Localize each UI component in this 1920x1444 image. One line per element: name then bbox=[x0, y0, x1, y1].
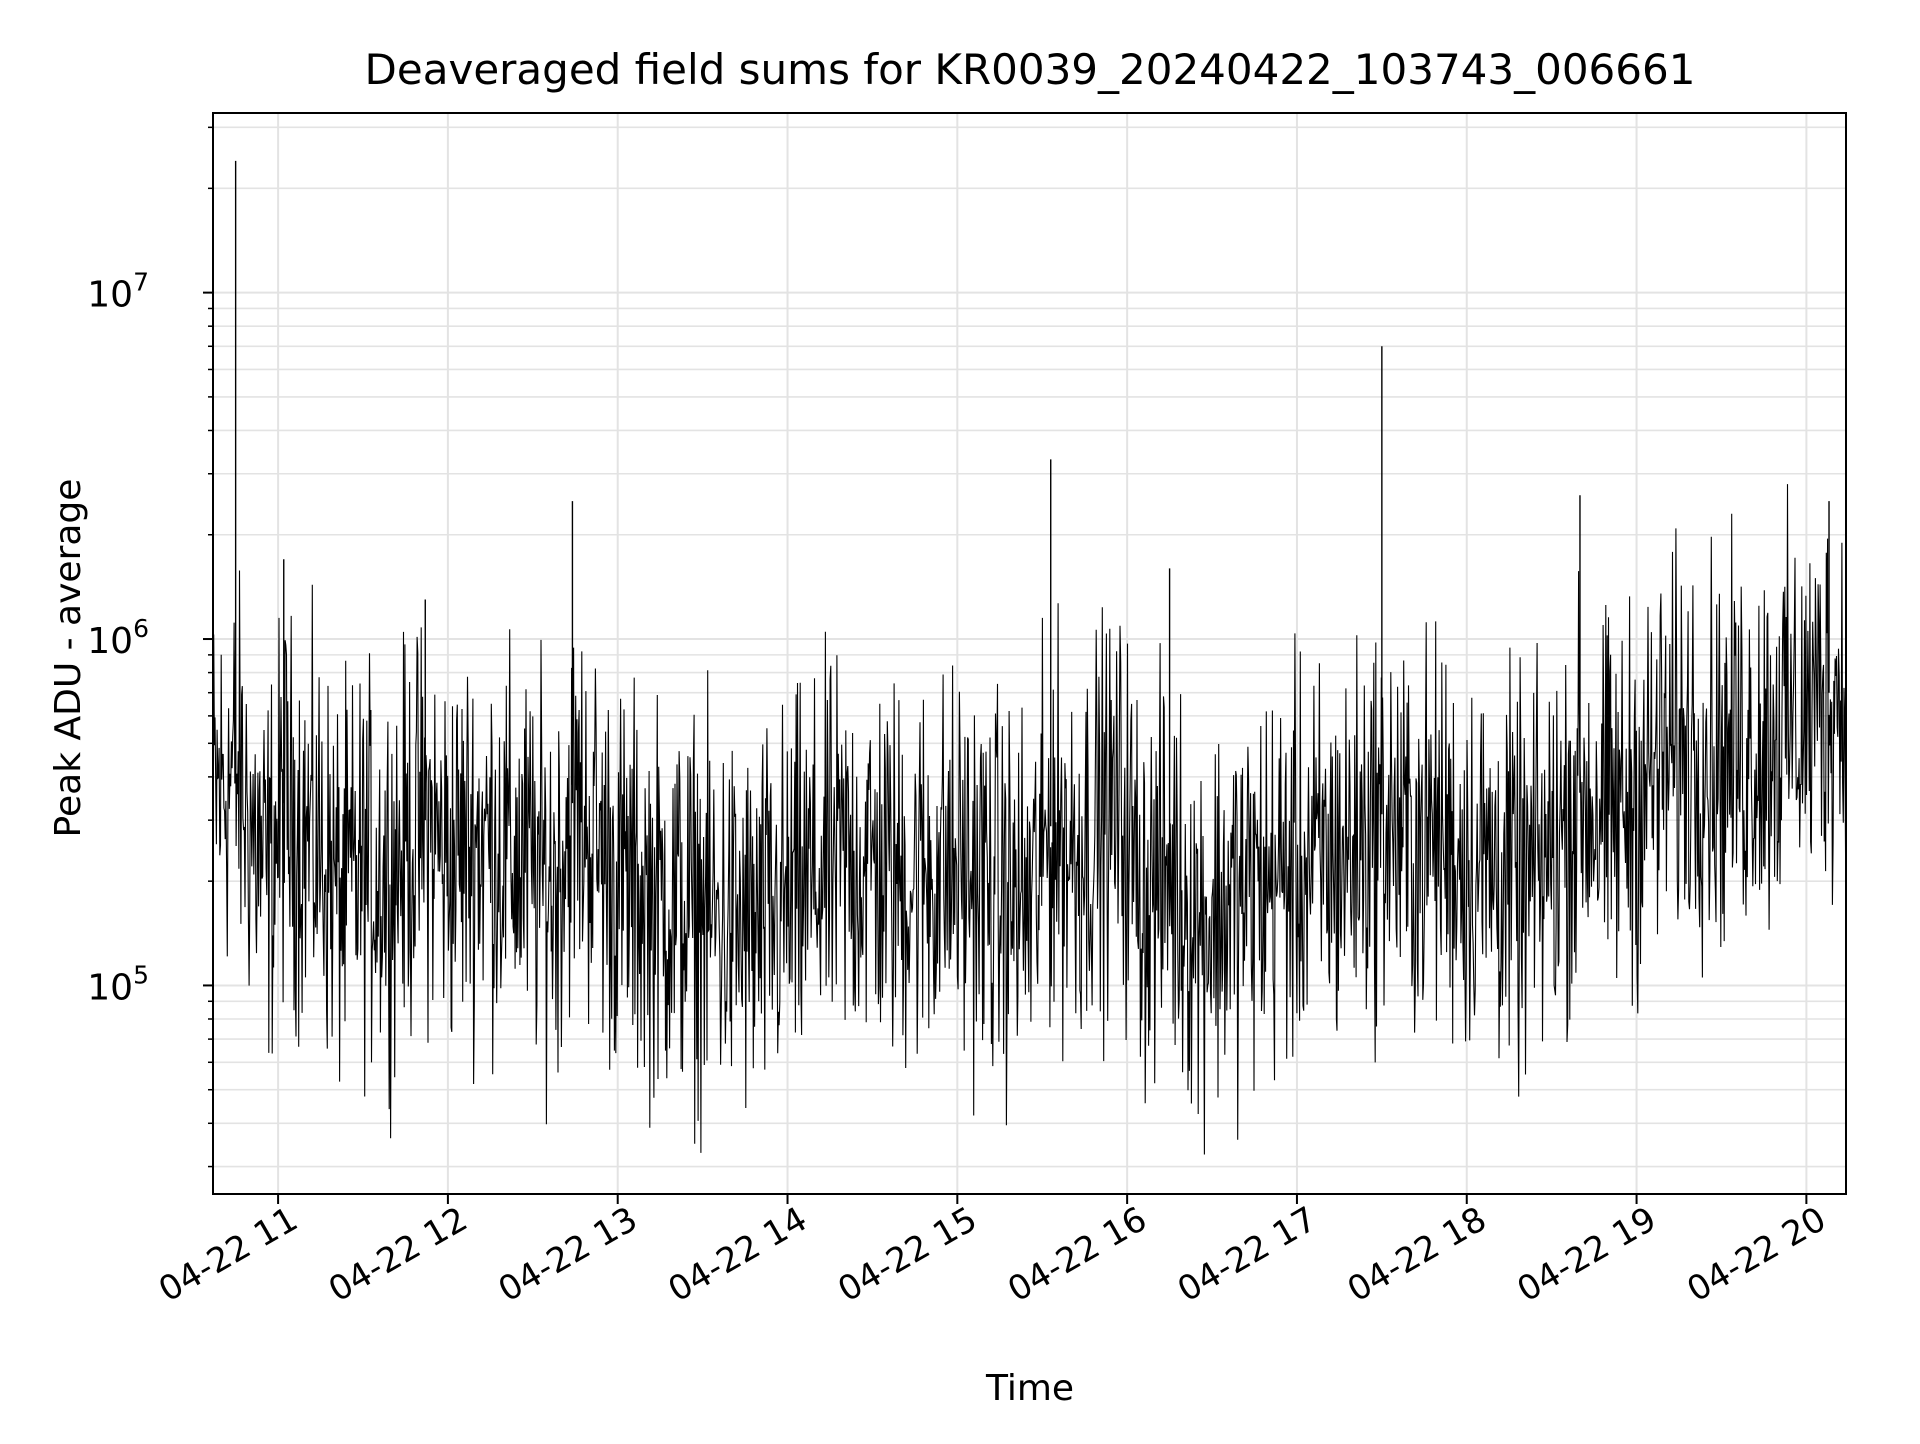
series-layer bbox=[212, 160, 1847, 1155]
y-axis-label: Peak ADU - average bbox=[48, 479, 89, 838]
plot-frame bbox=[212, 112, 1847, 1195]
y-tick-label: 106 bbox=[87, 614, 149, 662]
y-tick-label: 105 bbox=[87, 960, 149, 1008]
y-tick-label: 107 bbox=[87, 268, 149, 316]
series-line-trace bbox=[212, 484, 1847, 1155]
x-axis-label: Time bbox=[985, 1368, 1074, 1409]
chart-title: Deaveraged field sums for KR0039_2024042… bbox=[365, 45, 1696, 94]
